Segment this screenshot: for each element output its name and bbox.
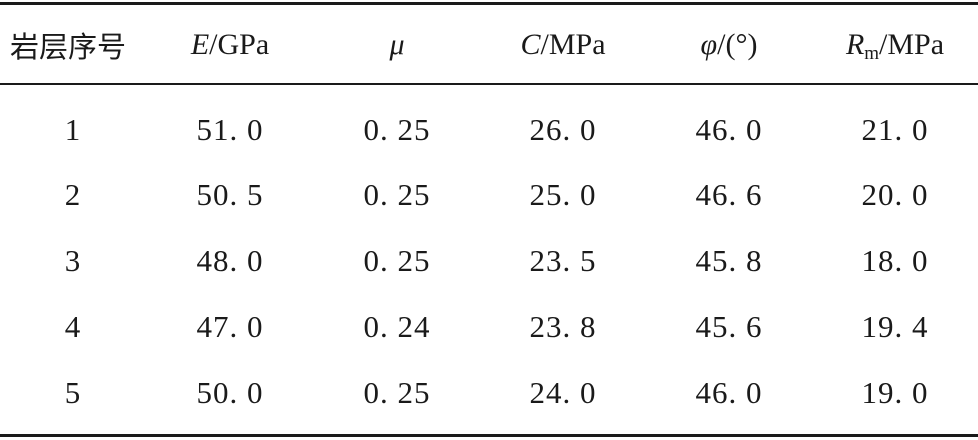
- table-row: 4 47. 0 0. 24 23. 8 45. 6 19. 4: [0, 294, 978, 360]
- cell-mu: 0. 24: [363, 309, 431, 344]
- cell-phi: 45. 8: [695, 243, 763, 278]
- cell-phi: 45. 6: [695, 309, 763, 344]
- cell-rm: 21. 0: [861, 112, 929, 147]
- cell-layer: 1: [64, 112, 82, 147]
- cell-mu: 0. 25: [363, 112, 431, 147]
- header-phi-symbol: φ: [700, 27, 718, 61]
- cell-mu: 0. 25: [363, 177, 431, 212]
- header-rm-unit: /MPa: [879, 27, 945, 61]
- cell-rm: 19. 4: [861, 309, 929, 344]
- header-poisson-ratio: μ: [314, 6, 480, 83]
- cell-layer: 5: [64, 375, 82, 410]
- cell-c: 25. 0: [529, 177, 597, 212]
- table-top-rule: [0, 2, 978, 5]
- cell-e: 50. 5: [196, 177, 264, 212]
- header-e-unit: /GPa: [209, 27, 270, 61]
- header-elastic-modulus: E/GPa: [146, 6, 314, 83]
- cell-e: 50. 0: [196, 375, 264, 410]
- cell-layer: 4: [64, 309, 82, 344]
- cell-phi: 46. 0: [695, 375, 763, 410]
- table-row: 3 48. 0 0. 25 23. 5 45. 8 18. 0: [0, 228, 978, 294]
- cell-c: 26. 0: [529, 112, 597, 147]
- cell-c: 24. 0: [529, 375, 597, 410]
- cell-mu: 0. 25: [363, 243, 431, 278]
- header-layer-number: 岩层序号: [0, 6, 146, 83]
- header-cohesion: C/MPa: [480, 6, 646, 83]
- cell-e: 47. 0: [196, 309, 264, 344]
- header-rm-subscript: m: [864, 42, 880, 64]
- header-c-symbol: C: [520, 27, 541, 61]
- header-friction-angle: φ/(°): [646, 6, 812, 83]
- cell-layer: 2: [64, 177, 82, 212]
- cell-phi: 46. 0: [695, 112, 763, 147]
- header-phi-unit: /(°): [717, 27, 758, 61]
- cell-rm: 18. 0: [861, 243, 929, 278]
- table-header-rule: [0, 83, 978, 85]
- cell-e: 48. 0: [196, 243, 264, 278]
- header-rm-symbol: R: [845, 27, 865, 61]
- cell-rm: 19. 0: [861, 375, 929, 410]
- table-row: 5 50. 0 0. 25 24. 0 46. 0 19. 0: [0, 360, 978, 426]
- header-layer-label: 岩层序号: [10, 29, 127, 64]
- cell-c: 23. 5: [529, 243, 597, 278]
- table-bottom-rule: [0, 434, 978, 437]
- cell-mu: 0. 25: [363, 375, 431, 410]
- cell-phi: 46. 6: [695, 177, 763, 212]
- table-row: 2 50. 5 0. 25 25. 0 46. 6 20. 0: [0, 162, 978, 228]
- header-e-symbol: E: [190, 27, 210, 61]
- header-c-unit: /MPa: [540, 27, 606, 61]
- cell-e: 51. 0: [196, 112, 264, 147]
- header-mu-symbol: μ: [389, 27, 405, 61]
- table-row: 1 51. 0 0. 25 26. 0 46. 0 21. 0: [0, 97, 978, 163]
- cell-c: 23. 8: [529, 309, 597, 344]
- cell-layer: 3: [64, 243, 82, 278]
- cell-rm: 20. 0: [861, 177, 929, 212]
